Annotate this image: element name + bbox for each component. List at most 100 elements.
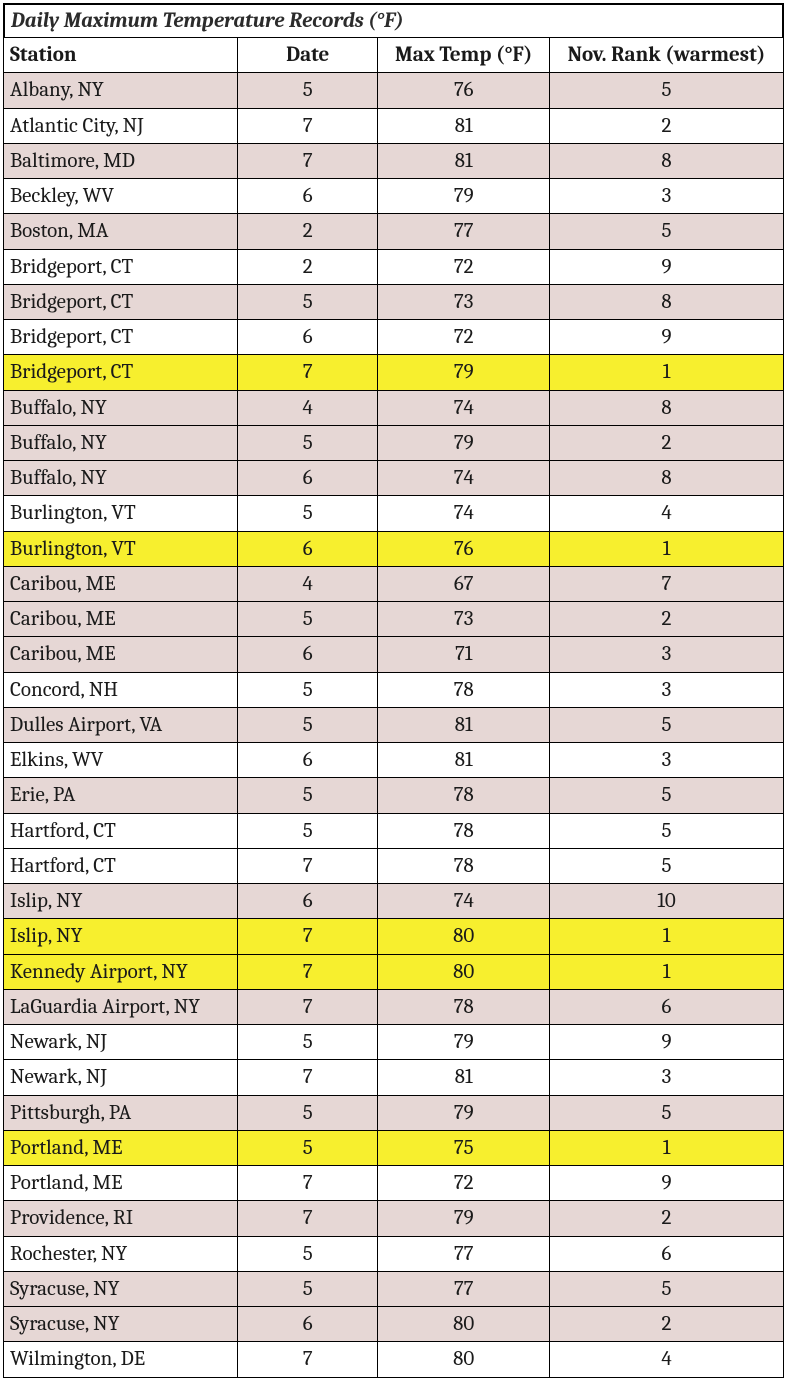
cell-max-temp: 80 bbox=[378, 1307, 550, 1342]
table-row: Bridgeport, CT7791 bbox=[4, 355, 784, 390]
cell-max-temp: 78 bbox=[378, 813, 550, 848]
cell-max-temp: 72 bbox=[378, 249, 550, 284]
table-row: Albany, NY5765 bbox=[4, 73, 784, 108]
cell-station: Beckley, WV bbox=[4, 179, 238, 214]
col-header-station: Station bbox=[4, 38, 238, 73]
cell-date: 6 bbox=[238, 637, 378, 672]
cell-nov-rank: 3 bbox=[549, 672, 783, 707]
cell-nov-rank: 5 bbox=[549, 73, 783, 108]
table-row: Buffalo, NY6748 bbox=[4, 461, 784, 496]
cell-station: Erie, PA bbox=[4, 778, 238, 813]
table-row: Bridgeport, CT6729 bbox=[4, 320, 784, 355]
table-title: Daily Maximum Temperature Records (°F) bbox=[3, 3, 784, 37]
cell-station: Newark, NJ bbox=[4, 1025, 238, 1060]
cell-date: 5 bbox=[238, 1236, 378, 1271]
cell-date: 5 bbox=[238, 1095, 378, 1130]
cell-nov-rank: 2 bbox=[549, 602, 783, 637]
cell-station: Boston, MA bbox=[4, 214, 238, 249]
cell-max-temp: 74 bbox=[378, 461, 550, 496]
cell-max-temp: 71 bbox=[378, 637, 550, 672]
cell-nov-rank: 3 bbox=[549, 743, 783, 778]
cell-nov-rank: 2 bbox=[549, 108, 783, 143]
cell-station: Buffalo, NY bbox=[4, 390, 238, 425]
cell-max-temp: 72 bbox=[378, 1166, 550, 1201]
cell-nov-rank: 2 bbox=[549, 1307, 783, 1342]
cell-station: Elkins, WV bbox=[4, 743, 238, 778]
cell-date: 7 bbox=[238, 1201, 378, 1236]
cell-nov-rank: 6 bbox=[549, 1236, 783, 1271]
table-row: Bridgeport, CT5738 bbox=[4, 284, 784, 319]
table-row: Syracuse, NY6802 bbox=[4, 1307, 784, 1342]
table-row: Buffalo, NY4748 bbox=[4, 390, 784, 425]
table-row: Buffalo, NY5792 bbox=[4, 425, 784, 460]
cell-station: Rochester, NY bbox=[4, 1236, 238, 1271]
col-header-max-temp: Max Temp (°F) bbox=[378, 38, 550, 73]
cell-station: Baltimore, MD bbox=[4, 143, 238, 178]
table-header-row: Station Date Max Temp (°F) Nov. Rank (wa… bbox=[4, 38, 784, 73]
table-row: Hartford, CT5785 bbox=[4, 813, 784, 848]
cell-nov-rank: 4 bbox=[549, 496, 783, 531]
cell-nov-rank: 9 bbox=[549, 1166, 783, 1201]
cell-date: 5 bbox=[238, 73, 378, 108]
cell-nov-rank: 6 bbox=[549, 989, 783, 1024]
cell-date: 7 bbox=[238, 1166, 378, 1201]
cell-max-temp: 81 bbox=[378, 108, 550, 143]
cell-station: Burlington, VT bbox=[4, 496, 238, 531]
cell-max-temp: 79 bbox=[378, 1095, 550, 1130]
table-row: Kennedy Airport, NY7801 bbox=[4, 954, 784, 989]
cell-max-temp: 80 bbox=[378, 1342, 550, 1377]
cell-max-temp: 76 bbox=[378, 73, 550, 108]
cell-station: Wilmington, DE bbox=[4, 1342, 238, 1377]
cell-nov-rank: 5 bbox=[549, 778, 783, 813]
cell-date: 4 bbox=[238, 566, 378, 601]
cell-max-temp: 77 bbox=[378, 1236, 550, 1271]
table-row: Caribou, ME5732 bbox=[4, 602, 784, 637]
cell-station: Atlantic City, NJ bbox=[4, 108, 238, 143]
table-row: Portland, ME7729 bbox=[4, 1166, 784, 1201]
cell-nov-rank: 8 bbox=[549, 143, 783, 178]
cell-station: Hartford, CT bbox=[4, 848, 238, 883]
cell-nov-rank: 5 bbox=[549, 1095, 783, 1130]
table-row: Newark, NJ5799 bbox=[4, 1025, 784, 1060]
table-row: Atlantic City, NJ7812 bbox=[4, 108, 784, 143]
cell-max-temp: 81 bbox=[378, 707, 550, 742]
table-row: Erie, PA5785 bbox=[4, 778, 784, 813]
cell-max-temp: 77 bbox=[378, 1271, 550, 1306]
cell-nov-rank: 5 bbox=[549, 707, 783, 742]
cell-nov-rank: 3 bbox=[549, 637, 783, 672]
cell-station: Kennedy Airport, NY bbox=[4, 954, 238, 989]
cell-date: 7 bbox=[238, 1342, 378, 1377]
cell-station: Dulles Airport, VA bbox=[4, 707, 238, 742]
cell-date: 2 bbox=[238, 214, 378, 249]
cell-nov-rank: 9 bbox=[549, 320, 783, 355]
temperature-records-table: Daily Maximum Temperature Records (°F) S… bbox=[3, 3, 784, 1378]
table-row: Dulles Airport, VA5815 bbox=[4, 707, 784, 742]
cell-nov-rank: 5 bbox=[549, 214, 783, 249]
cell-nov-rank: 1 bbox=[549, 1130, 783, 1165]
table-row: Burlington, VT6761 bbox=[4, 531, 784, 566]
cell-max-temp: 74 bbox=[378, 496, 550, 531]
table-row: Wilmington, DE7804 bbox=[4, 1342, 784, 1377]
cell-max-temp: 81 bbox=[378, 143, 550, 178]
cell-max-temp: 74 bbox=[378, 390, 550, 425]
table-container: Daily Maximum Temperature Records (°F) S… bbox=[0, 0, 787, 1381]
cell-date: 5 bbox=[238, 425, 378, 460]
cell-nov-rank: 5 bbox=[549, 848, 783, 883]
cell-date: 7 bbox=[238, 848, 378, 883]
table-row: Providence, RI7792 bbox=[4, 1201, 784, 1236]
cell-date: 7 bbox=[238, 989, 378, 1024]
cell-nov-rank: 2 bbox=[549, 1201, 783, 1236]
table-row: Hartford, CT7785 bbox=[4, 848, 784, 883]
cell-station: Pittsburgh, PA bbox=[4, 1095, 238, 1130]
cell-max-temp: 67 bbox=[378, 566, 550, 601]
cell-date: 5 bbox=[238, 778, 378, 813]
cell-station: Bridgeport, CT bbox=[4, 249, 238, 284]
cell-station: Portland, ME bbox=[4, 1130, 238, 1165]
cell-date: 7 bbox=[238, 108, 378, 143]
cell-date: 7 bbox=[238, 1060, 378, 1095]
table-row: Newark, NJ7813 bbox=[4, 1060, 784, 1095]
cell-date: 2 bbox=[238, 249, 378, 284]
cell-date: 5 bbox=[238, 672, 378, 707]
cell-station: Burlington, VT bbox=[4, 531, 238, 566]
cell-max-temp: 79 bbox=[378, 425, 550, 460]
